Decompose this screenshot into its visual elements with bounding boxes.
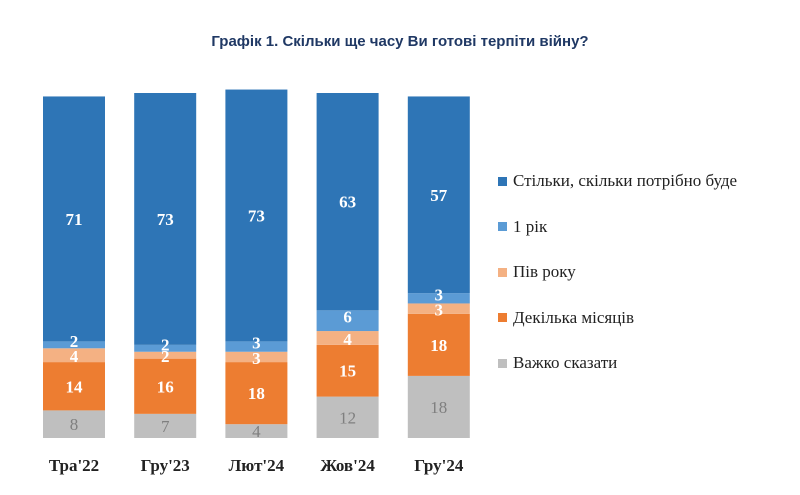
legend-item-hard_to_say: Важко сказати xyxy=(498,352,737,374)
bar-segment-all_needed xyxy=(225,89,288,342)
legend-label: Декілька місяців xyxy=(513,307,635,327)
data-label-few_months: 15 xyxy=(339,362,356,381)
bar-segment-few_months xyxy=(407,313,470,376)
category-label: Гру'23 xyxy=(141,456,190,475)
category-label: Жов'24 xyxy=(320,456,375,475)
bar-segment-one_year xyxy=(134,344,197,352)
bar-segment-half_year xyxy=(407,303,470,314)
legend-item-all_needed: Стільки, скільки потрібно буде xyxy=(498,170,737,192)
bar-segment-half_year xyxy=(134,351,197,359)
bar-segment-hard_to_say xyxy=(43,410,105,438)
data-label-all_needed: 63 xyxy=(339,193,356,212)
data-label-all_needed: 73 xyxy=(248,206,265,225)
bar-segment-hard_to_say xyxy=(407,375,470,438)
bar-segment-all_needed xyxy=(316,93,379,311)
data-label-few_months: 16 xyxy=(157,377,174,396)
bar-segment-half_year xyxy=(225,351,288,363)
legend-item-one_year: 1 рік xyxy=(498,216,737,238)
bar-segment-all_needed xyxy=(134,93,197,345)
legend-label: Пів року xyxy=(513,262,576,281)
category-label: Гру'24 xyxy=(414,456,464,475)
legend-item-half_year: Пів року xyxy=(498,261,737,283)
data-label-one_year: 3 xyxy=(252,334,261,353)
legend-label: Стільки, скільки потрібно буде xyxy=(513,171,738,190)
bar-segment-one_year xyxy=(43,341,105,349)
data-label-half_year: 2 xyxy=(161,347,170,366)
legend-swatch xyxy=(498,358,507,368)
data-label-half_year: 4 xyxy=(343,330,352,349)
bar-segment-half_year xyxy=(43,348,105,363)
legend-label: 1 рік xyxy=(513,216,548,236)
data-label-one_year: 2 xyxy=(70,332,79,351)
data-label-all_needed: 57 xyxy=(430,186,448,205)
data-label-half_year: 4 xyxy=(70,347,79,366)
bar-segment-half_year xyxy=(316,331,379,345)
chart-legend: Стільки, скільки потрібно буде 1 рік Пів р… xyxy=(498,170,737,398)
bar-segment-all_needed xyxy=(43,96,105,342)
bar-segment-one_year xyxy=(316,310,379,332)
legend-label: Важко сказати xyxy=(513,353,618,372)
bar-segment-all_needed xyxy=(407,96,470,294)
data-label-hard_to_say: 12 xyxy=(339,408,356,427)
bar-segment-one_year xyxy=(225,341,288,352)
data-label-all_needed: 71 xyxy=(66,210,83,229)
bar-segment-hard_to_say xyxy=(225,424,288,438)
bar-segment-one_year xyxy=(407,293,470,304)
data-label-half_year: 3 xyxy=(435,301,444,320)
legend-swatch xyxy=(498,222,507,231)
legend-swatch xyxy=(498,313,507,322)
data-label-few_months: 14 xyxy=(66,377,84,396)
bar-segment-few_months xyxy=(316,344,379,397)
legend-swatch xyxy=(498,176,507,186)
data-label-hard_to_say: 4 xyxy=(252,422,261,441)
bar-segment-hard_to_say xyxy=(316,396,379,438)
legend-item-few_months: Декілька місяців xyxy=(498,307,737,329)
data-label-few_months: 18 xyxy=(248,384,265,403)
category-label: Лют'24 xyxy=(229,456,285,475)
legend-swatch xyxy=(498,267,507,277)
data-label-few_months: 18 xyxy=(430,336,447,355)
data-label-hard_to_say: 7 xyxy=(161,417,170,436)
chart-title: Графік 1. Скільки ще часу Ви готові терп… xyxy=(211,33,589,50)
data-label-one_year: 3 xyxy=(435,285,444,304)
data-label-one_year: 2 xyxy=(161,335,170,354)
bar-segment-few_months xyxy=(225,362,288,425)
data-label-hard_to_say: 18 xyxy=(430,398,447,417)
data-label-all_needed: 73 xyxy=(157,210,174,229)
bar-segment-few_months xyxy=(43,362,105,411)
data-label-hard_to_say: 8 xyxy=(70,415,79,434)
data-label-one_year: 6 xyxy=(343,308,352,327)
data-label-half_year: 3 xyxy=(252,349,261,368)
bar-segment-few_months xyxy=(134,358,197,414)
bar-segment-hard_to_say xyxy=(134,413,197,438)
category-label: Тра'22 xyxy=(49,456,99,475)
